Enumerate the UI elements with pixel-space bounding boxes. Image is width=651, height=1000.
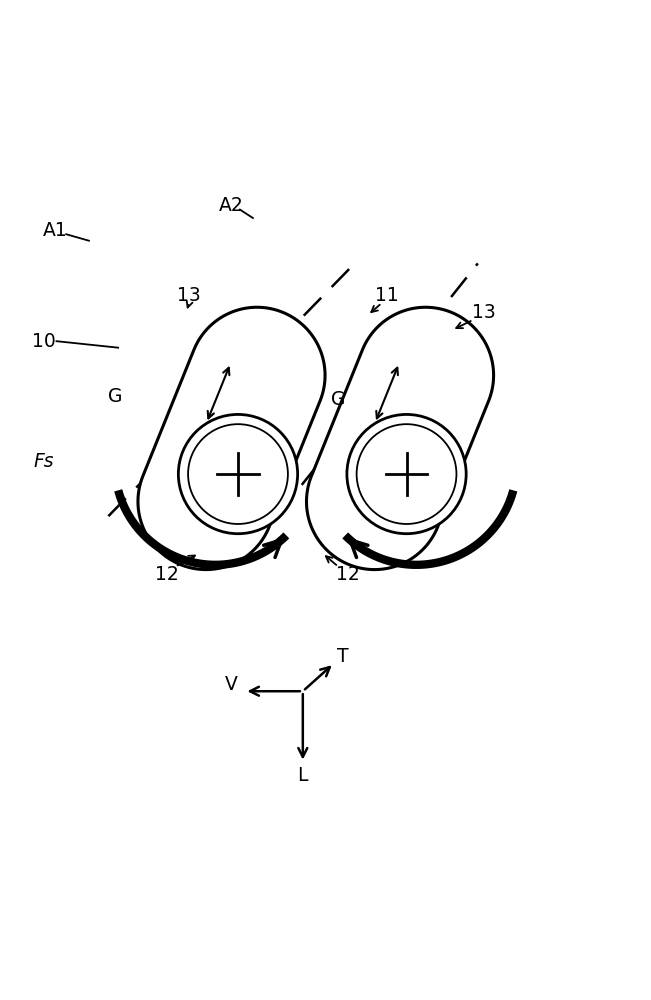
Text: A1: A1 — [43, 221, 68, 240]
Text: Fs: Fs — [33, 452, 54, 471]
Text: V: V — [225, 675, 238, 694]
Text: 12: 12 — [337, 565, 360, 584]
Text: 11: 11 — [375, 286, 399, 305]
Text: A2: A2 — [219, 196, 244, 215]
Text: 13: 13 — [473, 303, 496, 322]
Text: T: T — [337, 647, 349, 666]
Text: 10: 10 — [32, 332, 55, 351]
Circle shape — [188, 424, 288, 524]
Circle shape — [347, 414, 466, 534]
Text: G: G — [107, 387, 122, 406]
Text: 13: 13 — [178, 286, 201, 305]
Circle shape — [178, 414, 298, 534]
Text: G: G — [331, 390, 346, 409]
Polygon shape — [307, 307, 493, 570]
Text: 12: 12 — [155, 565, 178, 584]
Circle shape — [357, 424, 456, 524]
Polygon shape — [138, 307, 325, 570]
Text: L: L — [298, 766, 308, 785]
